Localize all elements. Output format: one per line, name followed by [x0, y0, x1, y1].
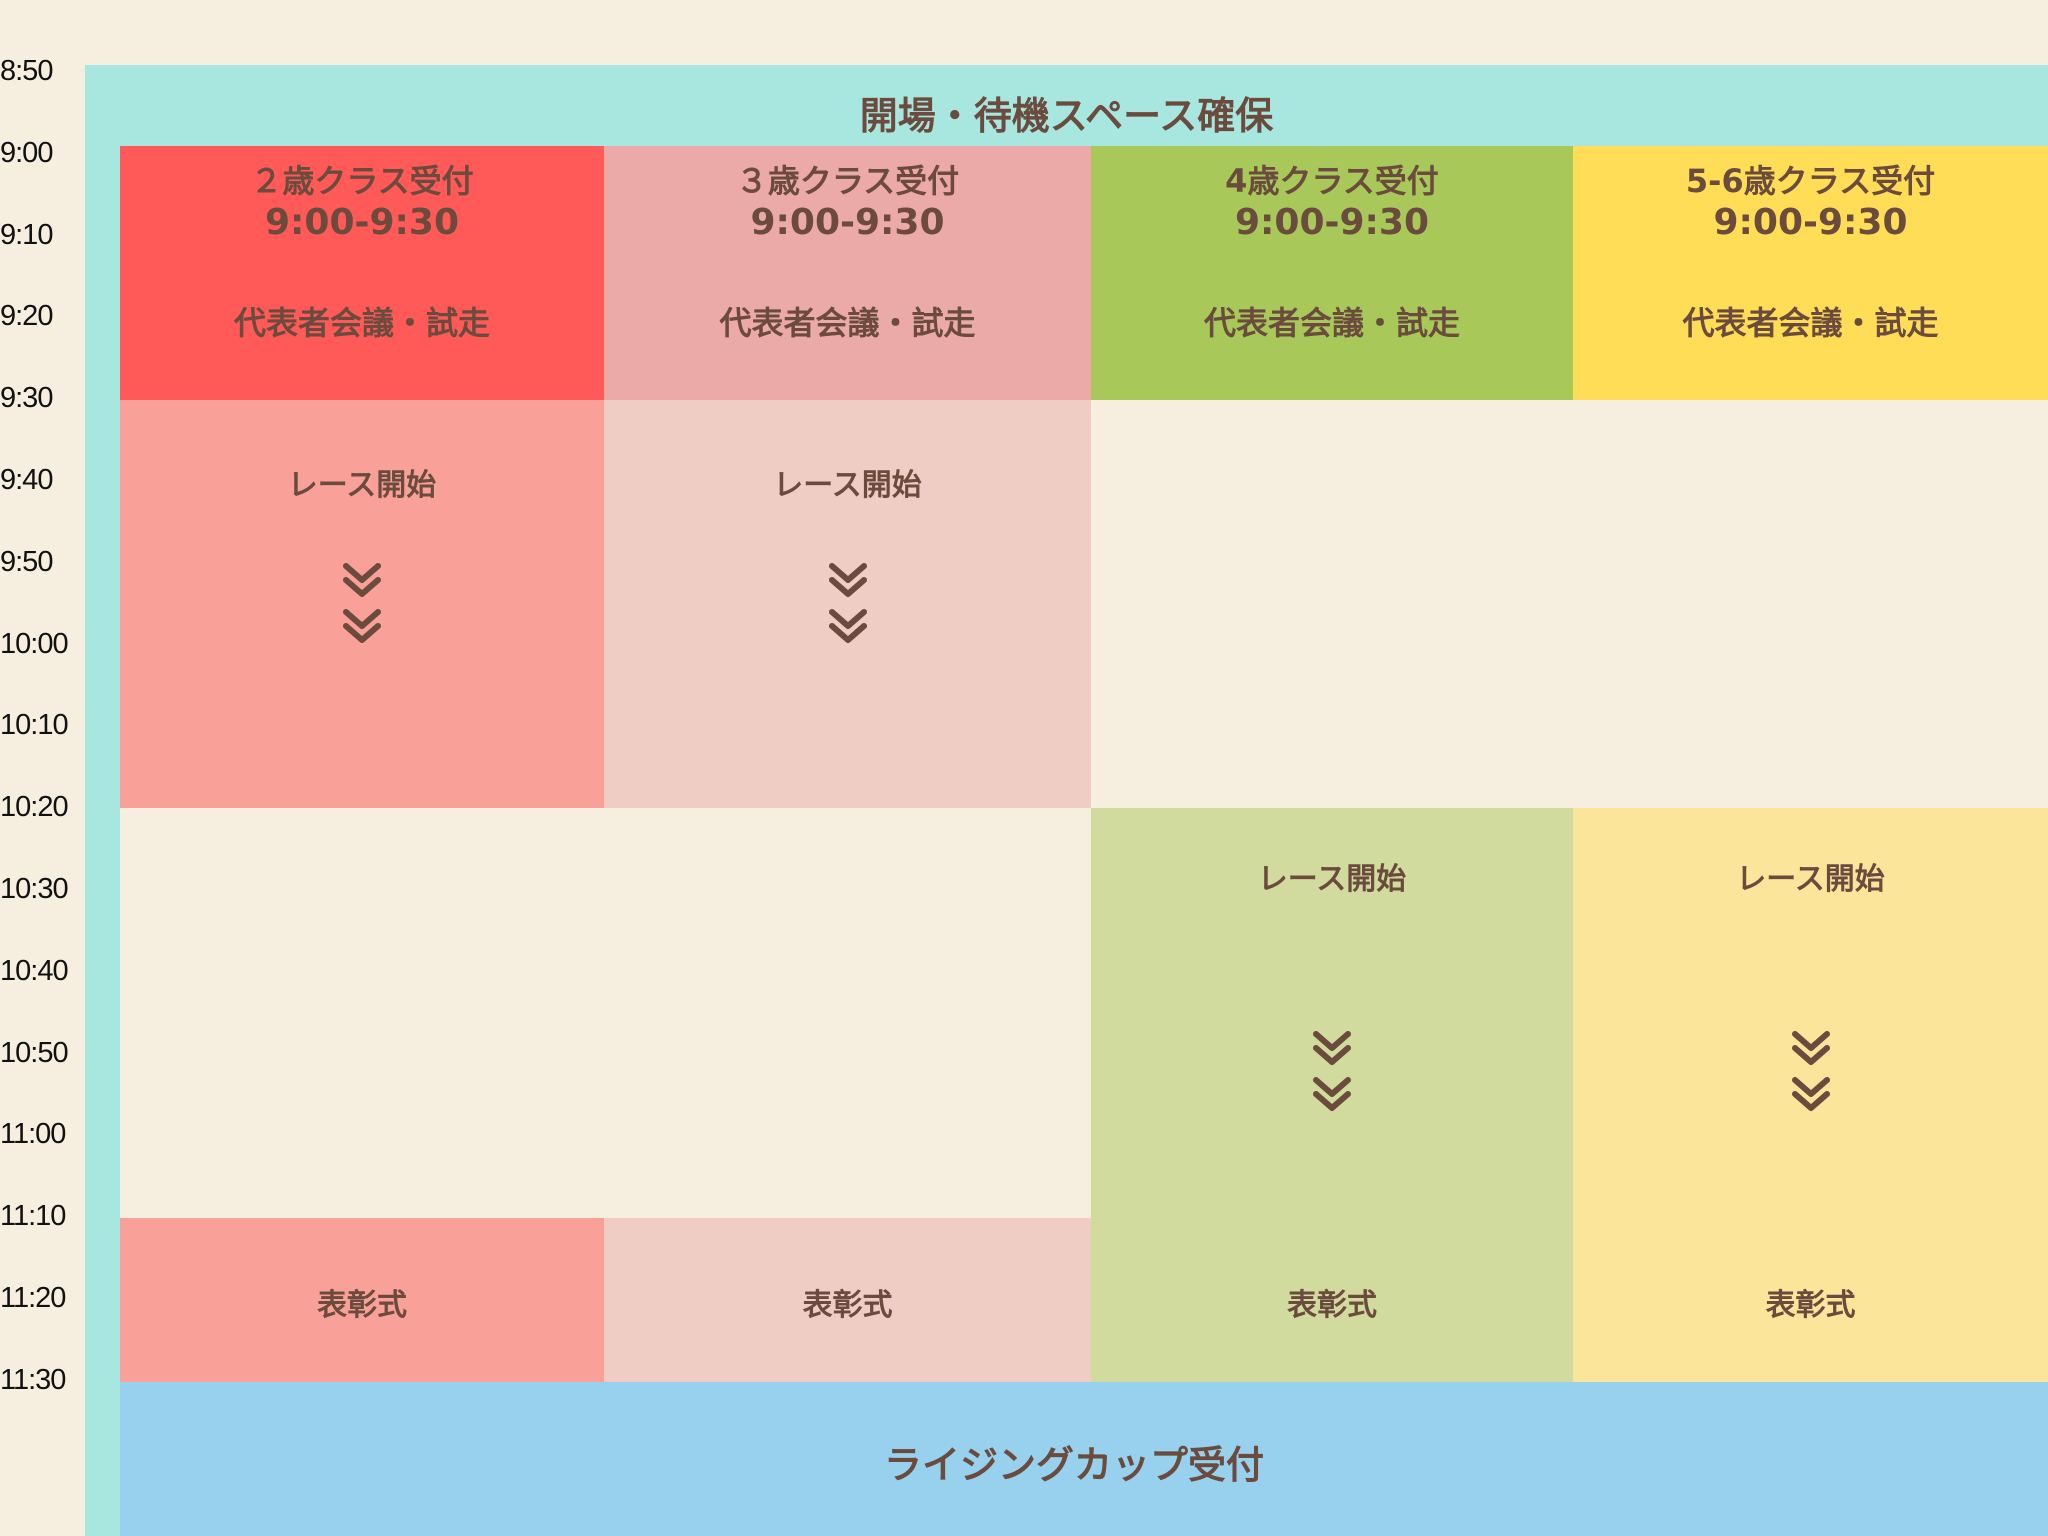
time-label: 10:10 — [0, 709, 69, 742]
race-label: レース開始 — [773, 468, 922, 503]
reception-block: ３歳クラス受付 9:00-9:30 代表者会議・試走 — [604, 146, 1091, 400]
race-block: レース開始 表彰式 — [1091, 808, 1573, 1382]
time-label: 10:20 — [0, 791, 69, 824]
time-label: 11:30 — [0, 1363, 66, 1396]
meeting-label: 代表者会議・試走 — [1682, 304, 1939, 342]
reception-label: ３歳クラス受付 — [735, 162, 960, 200]
double-chevron-down-icon — [1308, 1028, 1356, 1122]
rising-cup-label: ライジングカップ受付 — [883, 1443, 1264, 1487]
time-label: 8:50 — [0, 55, 53, 87]
time-label: 10:50 — [0, 1036, 69, 1069]
reception-time: 9:00-9:30 — [750, 202, 945, 243]
meeting-label: 代表者会議・試走 — [233, 304, 490, 342]
reception-label: 5-6歳クラス受付 — [1685, 162, 1936, 200]
award-block: 表彰式 — [604, 1218, 1091, 1382]
race-block: レース開始 — [604, 400, 1091, 808]
reception-label: ２歳クラス受付 — [250, 162, 474, 200]
race-block: レース開始 表彰式 — [1573, 808, 2048, 1382]
award-label: 表彰式 — [1765, 1288, 1856, 1323]
opening-label: 開場・待機スペース確保 — [859, 94, 1274, 138]
race-label: レース開始 — [1257, 862, 1407, 897]
double-chevron-down-icon — [824, 560, 872, 654]
race-label: レース開始 — [1736, 862, 1885, 897]
time-label: 9:30 — [0, 382, 53, 415]
meeting-label: 代表者会議・試走 — [1203, 304, 1460, 342]
reception-block: 5-6歳クラス受付 9:00-9:30 代表者会議・試走 — [1573, 146, 2048, 400]
race-block: レース開始 — [120, 400, 604, 808]
reception-block: ２歳クラス受付 9:00-9:30 代表者会議・試走 — [120, 146, 604, 400]
time-label: 10:40 — [0, 954, 69, 987]
reception-label: 4歳クラス受付 — [1225, 162, 1439, 200]
award-block: 表彰式 — [120, 1218, 604, 1382]
reception-time: 9:00-9:30 — [1234, 202, 1430, 243]
time-label: 9:50 — [0, 545, 53, 578]
time-label: 10:30 — [0, 873, 69, 905]
reception-block: 4歳クラス受付 9:00-9:30 代表者会議・試走 — [1091, 146, 1573, 400]
time-label: 11:00 — [0, 1118, 66, 1151]
meeting-label: 代表者会議・試走 — [719, 304, 976, 342]
reception-time: 9:00-9:30 — [1713, 202, 1908, 243]
double-chevron-down-icon — [1787, 1028, 1835, 1122]
time-label: 11:20 — [0, 1282, 66, 1314]
reception-time: 9:00-9:30 — [264, 202, 460, 243]
race-label: レース開始 — [287, 468, 437, 503]
opening-band: 開場・待機スペース確保 — [85, 65, 2048, 146]
time-label: 9:00 — [0, 136, 53, 169]
time-label: 11:10 — [0, 1200, 66, 1233]
award-label: 表彰式 — [317, 1288, 407, 1323]
time-label: 10:00 — [0, 627, 69, 660]
time-label: 9:10 — [0, 218, 53, 251]
award-label: 表彰式 — [802, 1288, 893, 1323]
double-chevron-down-icon — [338, 560, 386, 654]
rising-cup-band: ライジングカップ受付 — [120, 1382, 2048, 1536]
time-label: 9:40 — [0, 464, 53, 496]
opening-side-strip — [85, 146, 120, 1536]
award-label: 表彰式 — [1287, 1288, 1377, 1323]
time-label: 9:20 — [0, 300, 53, 333]
